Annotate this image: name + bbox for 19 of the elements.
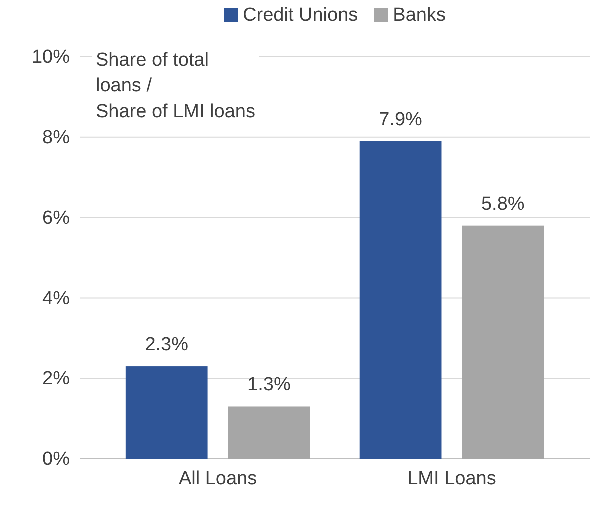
y-axis-title: Share of total loans / Share of LMI loans: [96, 50, 256, 122]
y-tick-label: 4%: [42, 288, 70, 310]
y-tick-label: 8%: [42, 127, 70, 148]
data-label: 2.3%: [145, 334, 189, 356]
x-tick-label: All Loans: [178, 468, 258, 490]
data-label: 5.8%: [481, 194, 525, 215]
y-tick-label: 0%: [42, 449, 70, 470]
data-label: 1.3%: [248, 374, 291, 396]
legend-label: Banks: [393, 5, 446, 26]
y-tick-label: 10%: [32, 47, 70, 68]
bar: [462, 226, 544, 459]
legend-label: Credit Unions: [243, 5, 358, 26]
bar: [360, 141, 442, 459]
bar: [228, 406, 310, 459]
y-tick-label: 2%: [42, 368, 70, 390]
x-tick-label: LMI Loans: [408, 468, 496, 490]
bar: [126, 366, 208, 459]
y-tick-label: 6%: [42, 208, 70, 229]
data-label: 7.9%: [379, 109, 423, 130]
